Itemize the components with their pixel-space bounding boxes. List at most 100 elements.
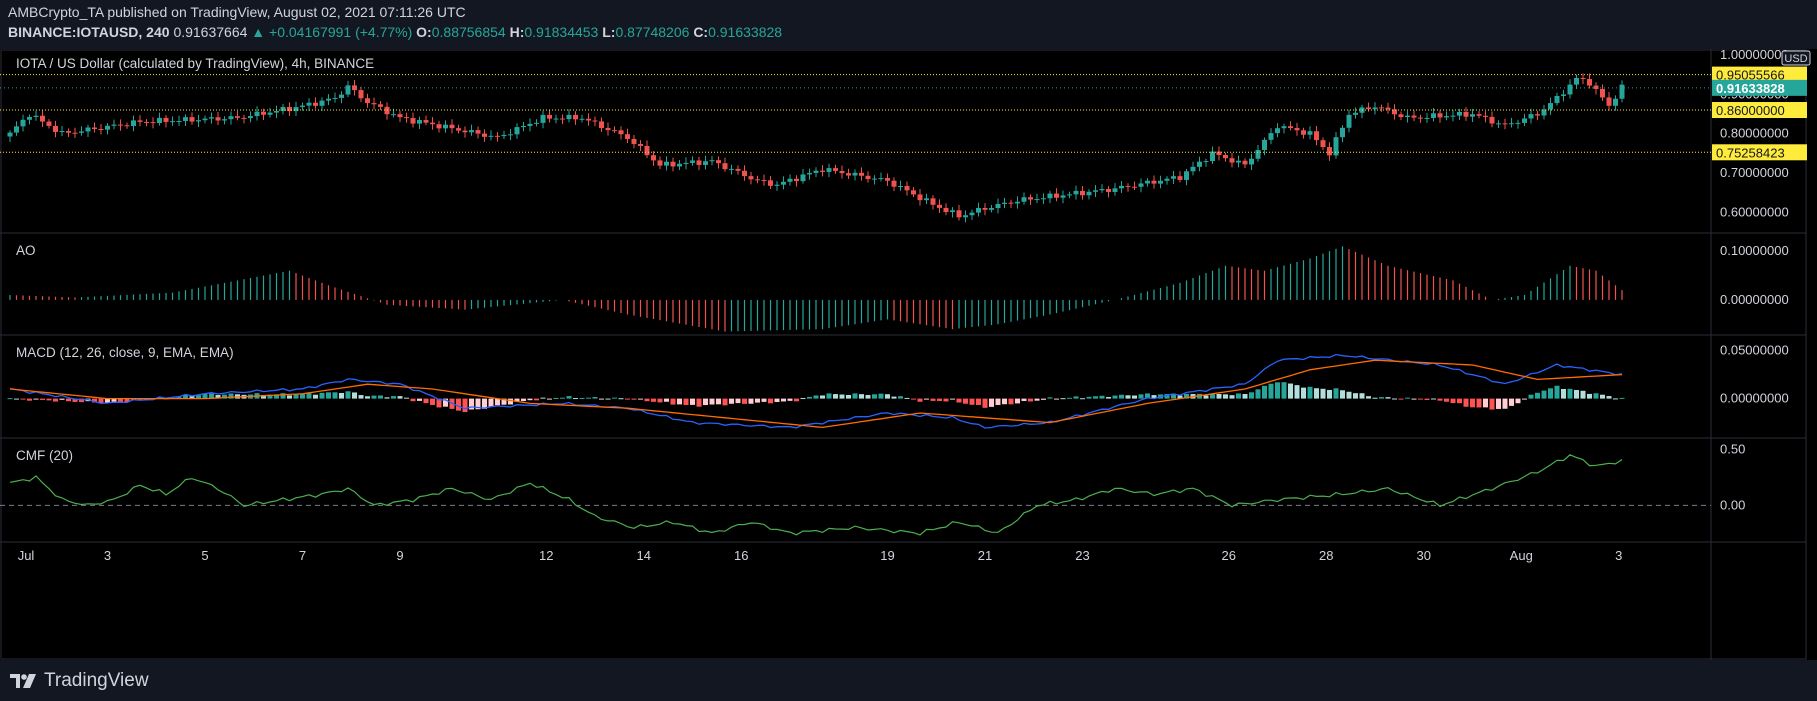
candle-up <box>1002 202 1007 204</box>
macd-histogram-bar <box>1366 396 1371 399</box>
currency-label: USD <box>1784 53 1807 65</box>
macd-histogram-bar <box>1515 398 1521 404</box>
candle-down <box>1411 115 1417 118</box>
cmf-pane[interactable]: CMF (20) 0.50 0.00 <box>0 442 1745 536</box>
candle-down <box>1418 117 1423 119</box>
candle-up <box>1203 161 1209 163</box>
macd-histogram-bar <box>423 398 429 404</box>
candle-down <box>430 122 435 125</box>
ao-pane[interactable]: AO 0.10000000 0.00000000 <box>0 243 1806 336</box>
macd-histogram-bar <box>1619 397 1625 399</box>
macd-histogram-bar <box>222 394 227 399</box>
chart-canvas[interactable]: IOTA / US Dollar (calculated by TradingV… <box>0 47 1817 660</box>
macd-histogram-bar <box>1502 398 1508 409</box>
macd-histogram-bar <box>716 398 721 405</box>
candle-down <box>755 179 760 181</box>
candle-down <box>768 180 773 186</box>
macd-histogram-bar <box>956 398 962 403</box>
candle-down <box>1489 116 1495 124</box>
chart-border <box>0 49 1807 660</box>
macd-histogram-bar <box>1385 397 1391 399</box>
macd-histogram-bar <box>1021 398 1027 402</box>
currency-badge <box>1781 50 1811 66</box>
candle-up <box>963 215 968 218</box>
candle-up <box>534 122 539 124</box>
candle-down <box>1008 202 1014 204</box>
candle-up <box>1470 114 1475 117</box>
level-price-label: 0.95055566 <box>1716 68 1785 83</box>
candle-down <box>833 168 838 171</box>
candle-down <box>144 121 149 123</box>
candle-down <box>865 175 871 180</box>
candle-up <box>995 203 1001 209</box>
macd-histogram-bar <box>599 398 604 400</box>
macd-histogram-bar <box>1314 388 1319 399</box>
candle-down <box>358 90 364 99</box>
chart-area[interactable]: IOTA / US Dollar (calculated by TradingV… <box>0 47 1817 660</box>
macd-histogram-bar <box>800 398 806 400</box>
macd-histogram-bar <box>742 398 747 404</box>
candle-up <box>690 160 695 163</box>
level-price-label: 0.86000000 <box>1716 103 1785 118</box>
candle-down <box>1600 88 1605 98</box>
macd-histogram-bar <box>898 396 903 399</box>
candle-up <box>1561 94 1566 96</box>
level-price-label: 0.75258423 <box>1716 145 1785 160</box>
candle-down <box>397 114 403 118</box>
tradingview-brand[interactable]: TradingView <box>10 670 149 692</box>
candle-down <box>586 118 591 121</box>
ao-tick-label: 0.00000000 <box>1720 292 1789 307</box>
candle-up <box>1333 137 1339 156</box>
macd-histogram-bar <box>1236 393 1241 399</box>
macd-histogram-bar <box>859 394 864 399</box>
macd-histogram-bar <box>1613 398 1618 400</box>
macd-histogram-bar <box>59 398 65 400</box>
macd-histogram-bar <box>1008 398 1014 405</box>
macd-histogram-bar <box>1405 397 1410 399</box>
time-tick-label: 14 <box>637 548 651 563</box>
last-price-label: 0.91633828 <box>1716 81 1785 96</box>
candle-up <box>1262 139 1267 150</box>
candle-down <box>761 180 767 182</box>
candle-down <box>891 180 897 187</box>
macd-histogram-bar <box>521 398 526 402</box>
candle-down <box>982 207 988 210</box>
macd-histogram-bar <box>657 398 663 403</box>
macd-histogram-bar <box>904 397 910 399</box>
macd-histogram-bar <box>267 394 273 399</box>
candle-up <box>14 126 19 133</box>
high-value: 0.91834453 <box>524 24 599 40</box>
macd-histogram-bar <box>482 398 487 409</box>
cmf-tick-label: 0.00 <box>1720 497 1745 512</box>
macd-histogram-bar <box>807 396 812 399</box>
macd-histogram-bar <box>176 396 182 399</box>
macd-histogram-bar <box>820 395 825 399</box>
macd-histogram-bar <box>592 397 598 399</box>
candle-up <box>579 118 585 120</box>
macd-histogram-bar <box>885 394 890 399</box>
macd-histogram-bar <box>1372 397 1378 399</box>
macd-histogram-bar <box>995 398 1001 405</box>
price-pane[interactable]: IOTA / US Dollar (calculated by TradingV… <box>0 47 1811 660</box>
macd-histogram-bar <box>469 398 474 410</box>
time-tick-label: Jul <box>18 548 35 563</box>
macd-histogram-bar <box>1307 386 1313 399</box>
macd-histogram-bar <box>787 398 793 401</box>
candle-down <box>1502 123 1508 125</box>
macd-histogram-bar <box>839 394 845 399</box>
macd-histogram-bar <box>1047 397 1053 399</box>
time-tick-label: Aug <box>1510 548 1533 563</box>
macd-histogram-bar <box>1463 398 1469 407</box>
macd-pane[interactable]: MACD (12, 26, close, 9, EMA, EMA) 0.05000… <box>0 343 1806 439</box>
candle-down <box>1216 151 1222 156</box>
candle-down <box>475 130 481 134</box>
macd-histogram-bar <box>1119 394 1124 399</box>
candle-down <box>1229 158 1235 163</box>
macd-histogram-bar <box>1125 395 1131 399</box>
time-axis[interactable]: Jul 3 5 7 9 12 14 16 19 21 23 26 28 30 Aug 3 <box>0 541 1806 563</box>
macd-histogram-bar <box>1034 398 1040 401</box>
candle-up <box>989 208 994 210</box>
macd-histogram-bar <box>1099 395 1105 399</box>
author-name[interactable]: AMBCrypto_TA <box>8 4 104 20</box>
candle-up <box>1236 160 1241 163</box>
